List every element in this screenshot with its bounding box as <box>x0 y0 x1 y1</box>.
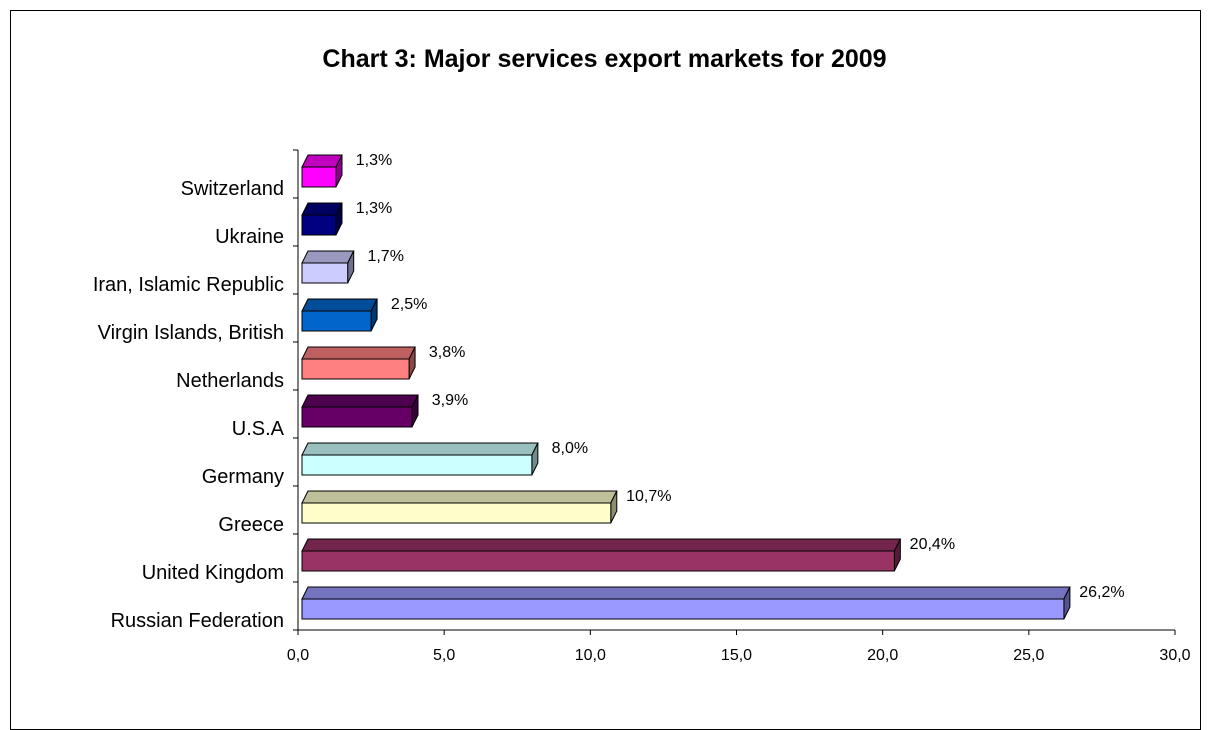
data-label: 3,8% <box>429 344 465 361</box>
data-label: 8,0% <box>552 440 588 457</box>
category-label: Netherlands <box>176 370 284 392</box>
x-tick-label: 25,0 <box>1013 647 1044 664</box>
category-label: Russian Federation <box>111 610 284 632</box>
bar-top-face <box>301 298 378 312</box>
bar-top-face <box>301 538 902 552</box>
bar-top-face <box>301 250 355 264</box>
data-label: 2,5% <box>391 296 427 313</box>
category-label: Iran, Islamic Republic <box>93 274 284 296</box>
bar <box>301 358 410 380</box>
x-tick-label: 5,0 <box>433 647 455 664</box>
bar-top-face <box>301 202 343 216</box>
category-label: U.S.A <box>232 418 285 440</box>
data-label: 10,7% <box>626 488 671 505</box>
data-label: 26,2% <box>1079 584 1124 601</box>
bar-top-face <box>301 346 416 360</box>
data-label: 20,4% <box>910 536 955 553</box>
bar <box>301 598 1065 620</box>
bar <box>301 406 413 428</box>
x-tick-label: 20,0 <box>867 647 898 664</box>
bar <box>301 454 533 476</box>
bar-top-face <box>301 586 1071 600</box>
x-tick-label: 0,0 <box>287 647 309 664</box>
bar <box>301 502 612 524</box>
data-label: 1,3% <box>356 200 392 217</box>
data-label: 1,3% <box>356 152 392 169</box>
category-label: Ukraine <box>215 226 284 248</box>
category-label: Germany <box>202 466 284 488</box>
bar <box>301 214 337 236</box>
x-tick-label: 30,0 <box>1159 647 1190 664</box>
data-label: 3,9% <box>432 392 468 409</box>
category-label: Greece <box>218 514 284 536</box>
bar-top-face <box>301 490 618 504</box>
bar-top-face <box>301 394 419 408</box>
bar <box>301 262 349 284</box>
category-label: Switzerland <box>181 178 284 200</box>
bar-top-face <box>301 442 539 456</box>
bar-top-face <box>301 154 343 168</box>
category-label: United Kingdom <box>142 562 284 584</box>
bar <box>301 550 895 572</box>
x-tick-label: 10,0 <box>575 647 606 664</box>
data-label: 1,7% <box>367 248 403 265</box>
x-tick-label: 15,0 <box>721 647 752 664</box>
bar <box>301 310 372 332</box>
category-label: Virgin Islands, British <box>98 322 284 344</box>
bar <box>301 166 337 188</box>
chart-title: Chart 3: Major services export markets f… <box>322 45 887 73</box>
